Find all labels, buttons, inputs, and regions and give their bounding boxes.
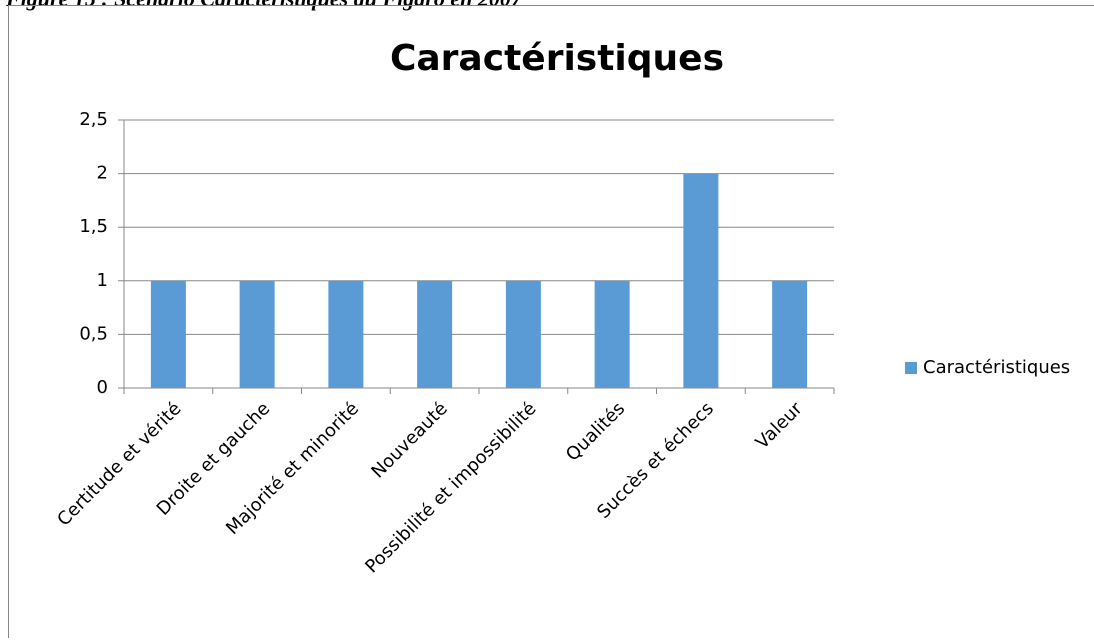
chart-title: Caractéristiques (390, 38, 724, 79)
bar (151, 281, 186, 388)
legend-swatch (905, 362, 917, 374)
bar (240, 281, 275, 388)
bar (595, 281, 630, 388)
x-tick-label: Valeur (752, 398, 807, 453)
bar (506, 281, 541, 388)
y-tick-label: 1 (97, 270, 108, 291)
legend-label: Caractéristiques (923, 357, 1070, 378)
y-tick-label: 0,5 (79, 323, 108, 344)
y-tick-label: 2 (97, 163, 108, 184)
bar (328, 281, 363, 388)
x-tick-label: Nouveauté (367, 398, 451, 482)
y-tick-label: 0 (97, 377, 108, 398)
x-tick-label: Qualités (562, 398, 629, 465)
bar (417, 281, 452, 388)
bar (683, 174, 718, 388)
x-tick-label: Possibilité et impossibilité (361, 398, 540, 577)
y-tick-label: 1,5 (79, 216, 108, 237)
bar (772, 281, 807, 388)
y-tick-label: 2,5 (79, 109, 108, 130)
